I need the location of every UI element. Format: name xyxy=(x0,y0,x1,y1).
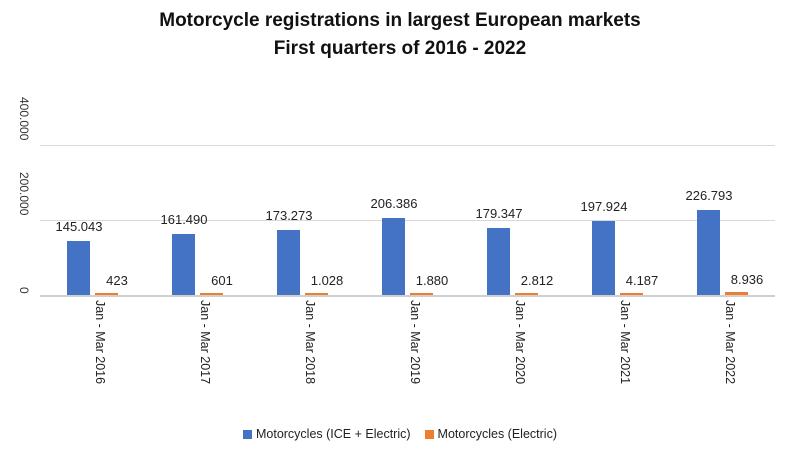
bar-ice-electric xyxy=(382,217,405,295)
chart-subtitle: First quarters of 2016 - 2022 xyxy=(273,38,527,59)
x-tick-label: Jan - Mar 2018 xyxy=(303,300,317,385)
x-tick-label: Jan - Mar 2022 xyxy=(723,300,737,385)
bar-electric xyxy=(200,293,223,295)
bar-ice-electric xyxy=(277,230,300,295)
bar-ice-electric xyxy=(172,234,195,295)
data-label: 161.490 xyxy=(160,212,208,228)
bar-ice-electric xyxy=(487,227,510,295)
data-label: 197.924 xyxy=(580,198,628,214)
gridline xyxy=(40,145,775,146)
bar-ice-electric xyxy=(67,240,90,295)
chart-title: Motorcycle registrations in largest Euro… xyxy=(159,10,641,31)
x-axis-line xyxy=(40,295,775,297)
bar-electric xyxy=(620,293,643,295)
y-tick-label: 400.000 xyxy=(17,97,31,141)
legend: Motorcycles (ICE + Electric) Motorcycles… xyxy=(0,427,800,441)
data-label: 8.936 xyxy=(730,271,764,287)
bar-electric xyxy=(725,291,748,295)
data-label: 1.880 xyxy=(415,273,449,288)
bar-ice-electric xyxy=(697,209,720,295)
data-label: 4.187 xyxy=(625,273,659,288)
bar-electric xyxy=(515,293,538,295)
legend-label: Motorcycles (Electric) xyxy=(437,427,557,441)
bar-electric xyxy=(305,293,328,295)
data-label: 601 xyxy=(211,273,233,288)
legend-swatch-blue-icon xyxy=(242,429,252,439)
data-label: 1.028 xyxy=(310,273,344,288)
x-tick-label: Jan - Mar 2017 xyxy=(198,300,212,385)
bar-ice-electric xyxy=(592,220,615,295)
data-label: 226.793 xyxy=(685,187,733,203)
gridline xyxy=(40,220,775,221)
data-label: 423 xyxy=(106,273,128,288)
data-label: 173.273 xyxy=(265,208,313,224)
y-tick-label: 200.000 xyxy=(17,172,31,216)
data-label: 145.043 xyxy=(55,218,103,234)
legend-label: Motorcycles (ICE + Electric) xyxy=(255,427,411,441)
legend-item-ice-electric: Motorcycles (ICE + Electric) xyxy=(242,427,411,441)
data-label: 2.812 xyxy=(520,273,554,288)
bar-electric xyxy=(95,293,118,295)
y-tick-label: 0 xyxy=(17,287,31,294)
bar-electric xyxy=(410,293,433,295)
x-tick-label: Jan - Mar 2019 xyxy=(408,300,422,385)
x-tick-label: Jan - Mar 2016 xyxy=(93,300,107,385)
legend-item-electric: Motorcycles (Electric) xyxy=(424,427,557,441)
data-label: 179.347 xyxy=(475,205,523,221)
x-tick-label: Jan - Mar 2020 xyxy=(513,300,527,385)
legend-swatch-orange-icon xyxy=(424,429,434,439)
data-label: 206.386 xyxy=(370,195,418,211)
x-tick-label: Jan - Mar 2021 xyxy=(618,300,632,385)
